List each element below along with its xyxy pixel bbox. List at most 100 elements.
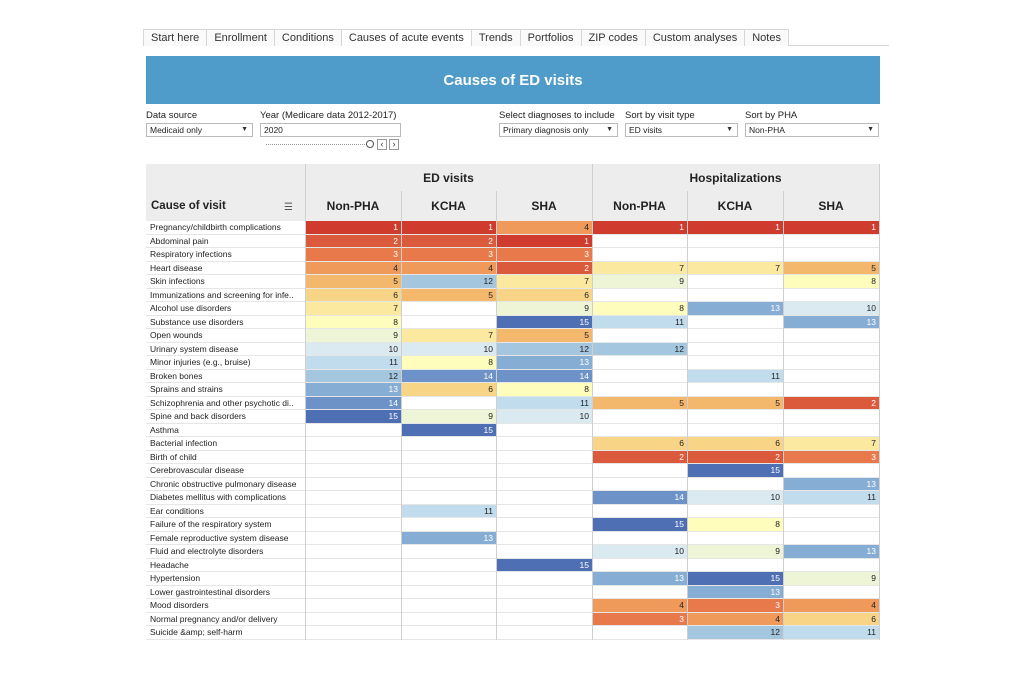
- rank-cell: 4: [305, 261, 401, 275]
- column-divider: [592, 164, 593, 640]
- rank-cell: 12: [401, 275, 496, 289]
- rank-cell: [401, 302, 496, 316]
- rank-cell: [783, 343, 879, 356]
- column-header[interactable]: SHA: [496, 191, 592, 221]
- tab-notes[interactable]: Notes: [744, 29, 789, 46]
- rank-cell: 2: [687, 450, 783, 464]
- rank-cell: 1: [401, 221, 496, 235]
- tab-enrollment[interactable]: Enrollment: [206, 29, 275, 46]
- rank-cell: [401, 478, 496, 491]
- rank-cell: 6: [687, 437, 783, 451]
- tab-custom-analyses[interactable]: Custom analyses: [644, 29, 746, 46]
- rank-cell: 12: [305, 369, 401, 383]
- tab-trends[interactable]: Trends: [470, 29, 521, 46]
- rank-cell: 12: [687, 626, 783, 640]
- year-slider-track[interactable]: [266, 144, 369, 145]
- rank-cell: 6: [496, 288, 592, 302]
- chevron-left-icon: ‹: [380, 139, 384, 149]
- year-slider-handle[interactable]: [366, 140, 374, 148]
- column-header[interactable]: KCHA: [687, 191, 783, 221]
- rank-cell: [305, 491, 401, 505]
- rank-cell: [592, 586, 687, 599]
- column-header[interactable]: Non-PHA: [592, 191, 687, 221]
- sort-visit-select[interactable]: ED visits ▼: [625, 123, 738, 137]
- rank-cell: [783, 464, 879, 478]
- sort-pha-select[interactable]: Non-PHA ▼: [745, 123, 879, 137]
- rank-cell: 9: [592, 275, 687, 289]
- rank-cell: [401, 613, 496, 626]
- column-divider: [496, 191, 497, 640]
- tab-portfolios[interactable]: Portfolios: [519, 29, 582, 46]
- rank-cell: [783, 505, 879, 518]
- rank-cell: [496, 572, 592, 586]
- rank-cell: [401, 586, 496, 599]
- rank-cell: 14: [592, 491, 687, 505]
- rank-cell: 4: [783, 599, 879, 613]
- rank-cell: [783, 248, 879, 262]
- column-header[interactable]: SHA: [783, 191, 879, 221]
- rank-cell: 15: [592, 518, 687, 532]
- tab-causes-of-acute-events[interactable]: Causes of acute events: [340, 29, 472, 46]
- rank-cell: 11: [592, 315, 687, 329]
- tab-conditions[interactable]: Conditions: [273, 29, 342, 46]
- rank-cell: 10: [401, 342, 496, 356]
- rank-cell: 10: [305, 342, 401, 356]
- rank-cell: 5: [401, 288, 496, 302]
- row-cause-label: Alcohol use disorders: [146, 302, 305, 316]
- rank-cell: 15: [496, 558, 592, 572]
- rank-cell: [496, 586, 592, 599]
- tab-start-here[interactable]: Start here: [143, 29, 208, 46]
- column-header[interactable]: Non-PHA: [305, 191, 401, 221]
- row-cause-label: Open wounds: [146, 329, 305, 343]
- rank-cell: 2: [592, 450, 687, 464]
- rank-cell: 15: [687, 572, 783, 586]
- rank-cell: 8: [592, 302, 687, 316]
- year-input[interactable]: 2020: [260, 123, 401, 137]
- row-cause-label: Heart disease: [146, 262, 305, 275]
- rank-cell: 3: [496, 248, 592, 262]
- rank-cell: 5: [783, 261, 879, 275]
- rank-cell: [783, 410, 879, 424]
- chevron-right-icon: ›: [392, 139, 396, 149]
- rank-cell: 7: [305, 302, 401, 316]
- tab-zip-codes[interactable]: ZIP codes: [580, 29, 646, 46]
- rank-cell: [783, 383, 879, 397]
- rank-cell: [783, 370, 879, 383]
- year-prev-button[interactable]: ‹: [377, 139, 387, 150]
- row-cause-label: Schizophrenia and other psychotic di..: [146, 397, 305, 410]
- row-cause-label: Normal pregnancy and/or delivery: [146, 613, 305, 626]
- rank-cell: [305, 572, 401, 586]
- rank-cell: [592, 289, 687, 302]
- rank-cell: [496, 505, 592, 518]
- sort-pha-value: Non-PHA: [749, 125, 785, 135]
- group-header: ED visits: [305, 164, 592, 191]
- rank-cell: [592, 424, 687, 437]
- rank-cell: [687, 559, 783, 572]
- sort-icon[interactable]: ☰: [284, 202, 293, 213]
- rank-cell: 11: [496, 396, 592, 410]
- rank-cell: 10: [687, 491, 783, 505]
- rank-cell: 14: [401, 369, 496, 383]
- year-next-button[interactable]: ›: [389, 139, 399, 150]
- rank-cell: [592, 532, 687, 545]
- page-title: Causes of ED visits: [443, 71, 583, 89]
- rank-cell: [783, 586, 879, 599]
- rank-cell: 14: [496, 369, 592, 383]
- rank-cell: 4: [496, 221, 592, 235]
- rank-cell: [305, 464, 401, 478]
- rank-cell: 13: [496, 356, 592, 370]
- rank-cell: 13: [687, 302, 783, 316]
- rank-cell: [687, 235, 783, 248]
- rank-cell: 1: [687, 221, 783, 235]
- rank-cell: [783, 424, 879, 437]
- rank-cell: [783, 356, 879, 370]
- rank-cell: 3: [401, 248, 496, 262]
- data-source-select[interactable]: Medicaid only ▼: [146, 123, 253, 137]
- rank-cell: [592, 370, 687, 383]
- rank-cell: 10: [496, 410, 592, 424]
- column-header[interactable]: KCHA: [401, 191, 496, 221]
- rank-cell: [687, 532, 783, 545]
- row-cause-label: Female reproductive system disease: [146, 532, 305, 545]
- diagnoses-select[interactable]: Primary diagnosis only ▼: [499, 123, 618, 137]
- rank-cell: [592, 329, 687, 343]
